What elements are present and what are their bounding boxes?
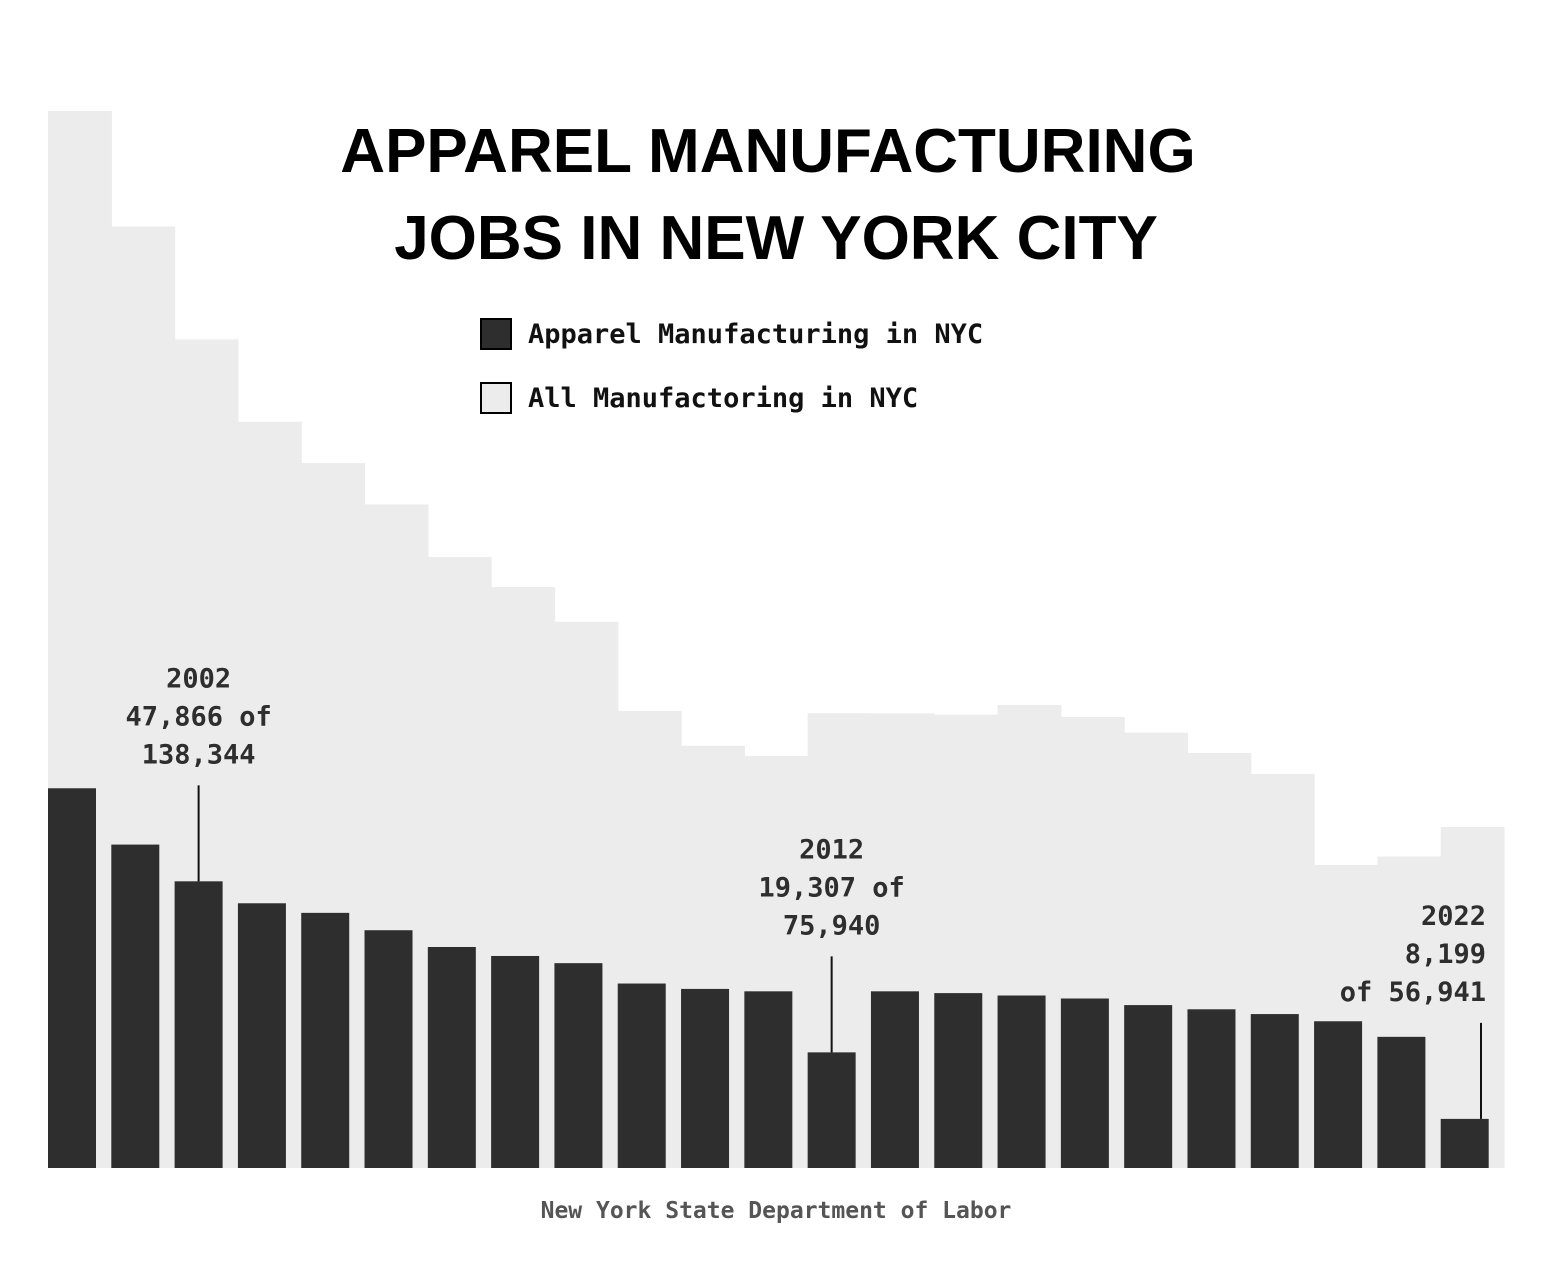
apparel-manufacturing-bars bbox=[48, 788, 1489, 1168]
apparel-bar-2010 bbox=[681, 988, 730, 1168]
annotation-2012-line-1: 2012 bbox=[799, 834, 864, 865]
apparel-bar-2012 bbox=[807, 1052, 856, 1168]
annotation-2012-line-2: 19,307 of bbox=[758, 872, 904, 903]
annotation-2002-line-1: 2002 bbox=[166, 663, 231, 694]
apparel-bar-2013 bbox=[870, 991, 919, 1168]
annotation-2022: 2022 8,199 of 56,941 bbox=[1340, 901, 1486, 1119]
annotation-2012: 2012 19,307 of 75,940 bbox=[758, 834, 905, 1053]
apparel-bar-2000 bbox=[48, 788, 96, 1168]
apparel-bar-2020 bbox=[1314, 1021, 1363, 1168]
legend-swatch-apparel bbox=[480, 318, 512, 350]
apparel-bar-2019 bbox=[1250, 1014, 1299, 1168]
apparel-bar-2011 bbox=[744, 991, 793, 1168]
legend-swatch-all-manufacturing bbox=[480, 382, 512, 414]
legend-label-apparel: Apparel Manufacturing in NYC bbox=[528, 319, 983, 350]
annotation-2002-line-2: 47,866 of bbox=[125, 701, 271, 732]
apparel-bar-2009 bbox=[617, 983, 666, 1168]
apparel-bar-2001 bbox=[111, 844, 160, 1168]
legend: Apparel Manufacturing in NYC All Manufac… bbox=[480, 318, 983, 414]
annotation-2002: 2002 47,866 of 138,344 bbox=[125, 663, 272, 882]
source-note: New York State Department of Labor bbox=[541, 1198, 1012, 1224]
annotation-2002-line-3: 138,344 bbox=[142, 739, 256, 770]
apparel-bar-2016 bbox=[1060, 998, 1109, 1168]
all-manufacturing-bar-2022 bbox=[1440, 826, 1505, 1168]
apparel-bar-2014 bbox=[934, 993, 983, 1168]
annotation-2022-line-1: 2022 bbox=[1421, 901, 1486, 932]
apparel-bar-2021 bbox=[1377, 1036, 1426, 1168]
apparel-bar-2002 bbox=[174, 881, 223, 1168]
apparel-bar-2005 bbox=[364, 930, 413, 1168]
apparel-bar-2017 bbox=[1124, 1005, 1173, 1168]
chart-title-line-1: APPAREL MANUFACTURING bbox=[340, 117, 1195, 186]
apparel-bar-2015 bbox=[997, 995, 1046, 1168]
apparel-bar-2004 bbox=[301, 912, 350, 1168]
annotation-2012-line-3: 75,940 bbox=[783, 910, 881, 941]
apparel-bar-2006 bbox=[427, 946, 476, 1168]
apparel-bar-2007 bbox=[491, 955, 540, 1168]
chart-title-line-2: JOBS IN NEW YORK CITY bbox=[394, 204, 1158, 273]
apparel-bar-2018 bbox=[1187, 1009, 1236, 1168]
apparel-bar-2022 bbox=[1440, 1118, 1489, 1168]
annotation-2022-line-2: 8,199 bbox=[1405, 939, 1486, 970]
apparel-bar-2008 bbox=[554, 963, 603, 1168]
annotation-2022-line-3: of 56,941 bbox=[1340, 977, 1486, 1008]
legend-label-all-manufacturing: All Manufactoring in NYC bbox=[528, 383, 918, 414]
apparel-bar-2003 bbox=[237, 903, 286, 1168]
